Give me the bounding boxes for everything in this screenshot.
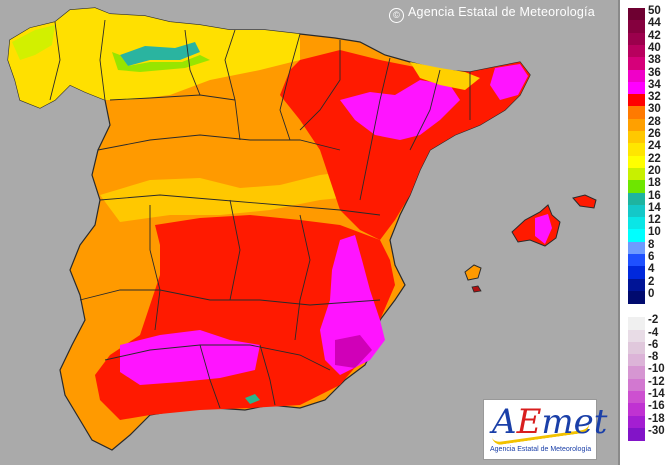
formentera [471, 285, 482, 293]
cantabrian-mountains-green [112, 52, 210, 72]
aemet-logo: AEmet Agencia Estatal de Meteorología [483, 399, 607, 460]
legend-label: 38 [648, 54, 661, 67]
legend-swatch [628, 391, 645, 404]
legend-swatch [628, 403, 645, 417]
legend-swatch [628, 378, 645, 392]
legend-swatch [628, 106, 645, 120]
province-borders [49, 19, 471, 409]
catalonia-magenta [490, 64, 528, 100]
temperature-map: © Agencia Estatal de Meteorología AEmet A… [0, 0, 620, 465]
legend-swatch [628, 192, 645, 206]
murcia-dark-magenta [335, 335, 372, 368]
legend-label: -30 [648, 424, 665, 437]
legend-swatch [628, 20, 645, 34]
guadalquivir-magenta [120, 330, 260, 385]
ebro-red [280, 50, 530, 240]
copyright-credit: © Agencia Estatal de Meteorología [389, 5, 595, 23]
legend-label: 24 [648, 140, 661, 153]
legend-swatch [628, 180, 645, 193]
legend-swatch [628, 354, 645, 367]
legend-label: 42 [648, 29, 661, 42]
legend-swatch [628, 94, 645, 107]
legend-swatch [628, 278, 645, 292]
legend-swatch [628, 217, 645, 230]
legend-label: 16 [648, 189, 661, 202]
legend-label: 4 [648, 263, 655, 276]
ibiza [464, 264, 482, 281]
legend-label: 20 [648, 164, 661, 177]
legend-swatch [628, 69, 645, 83]
legend-label: 12 [648, 214, 661, 227]
legend-label: 8 [648, 238, 655, 251]
legend-swatch [628, 44, 645, 58]
legend-label: 0 [648, 287, 655, 300]
cantabrian-mountains-cool [120, 42, 200, 66]
legend-swatch [628, 266, 645, 280]
legend-swatch [628, 57, 645, 70]
legend-swatch [628, 143, 645, 157]
legend-swatch [628, 241, 645, 255]
legend-swatch [628, 317, 645, 330]
legend-swatch [628, 32, 645, 46]
legend-label: 22 [648, 152, 661, 165]
legend-label: 50 [648, 5, 661, 17]
mallorca-magenta [535, 214, 552, 244]
legend-label: 44 [648, 17, 661, 30]
legend-swatch [628, 204, 645, 218]
legend-label: 2 [648, 275, 655, 288]
credit-text: Agencia Estatal de Meteorología [408, 5, 595, 19]
legend-label: -12 [648, 375, 665, 388]
legend-label: 6 [648, 251, 655, 263]
legend-swatch [628, 167, 645, 181]
logo-wordmark: AEmet [492, 402, 608, 442]
legend-swatch [628, 290, 645, 304]
legend-label: 34 [648, 78, 661, 91]
legend-swatch [628, 118, 645, 132]
temperature-legend: 50 44 42 40 38 36 34 32 30 28 26 24 22 20 18 16 14 12 10 8 6… [628, 5, 668, 463]
copyright-icon: © [389, 8, 404, 23]
spain-map-graphic [7, 7, 597, 451]
legend-label: -2 [648, 314, 659, 327]
legend-swatch [628, 8, 645, 21]
legend-label: 28 [648, 115, 661, 128]
galicia-coast-green [12, 25, 55, 60]
legend-swatch [628, 427, 645, 441]
legend-label: 10 [648, 226, 661, 239]
legend-swatch [628, 254, 645, 267]
legend-label: 30 [648, 103, 661, 116]
legend-label: 36 [648, 66, 661, 79]
legend-swatch [628, 131, 645, 144]
legend-label: -18 [648, 412, 665, 425]
legend-swatch [628, 81, 645, 95]
legend-label: -14 [648, 388, 665, 400]
legend-label: 32 [648, 91, 661, 104]
legend-swatch [628, 155, 645, 169]
central-yellow [100, 170, 370, 222]
logo-subtitle: Agencia Estatal de Meteorología [490, 446, 592, 453]
legend-label: 14 [648, 201, 661, 214]
sierra-nevada-green [245, 394, 260, 404]
legend-swatch [628, 341, 645, 355]
legend-label: -16 [648, 400, 665, 413]
legend-label: 26 [648, 128, 661, 140]
legend-label: -6 [648, 338, 659, 351]
legend-swatch [628, 415, 645, 429]
legend-swatch [628, 229, 645, 243]
legend-label: 40 [648, 41, 661, 54]
legend-label: -4 [648, 326, 659, 339]
legend-label: -8 [648, 351, 659, 364]
legend-swatch [628, 329, 645, 343]
pyrenees-yellow [410, 62, 480, 90]
legend-label: -10 [648, 363, 665, 376]
legend-swatch [628, 366, 645, 380]
legend-label: 18 [648, 177, 661, 190]
menorca [572, 194, 597, 209]
ebro-valley-magenta [340, 80, 460, 140]
